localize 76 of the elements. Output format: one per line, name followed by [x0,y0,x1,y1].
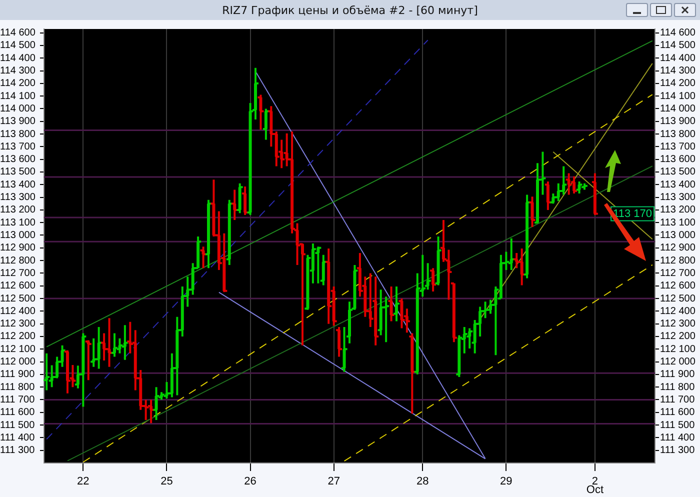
y-tick-label: 113 400 [0,179,36,190]
y-tick-label: 113 500 [0,166,36,178]
x-tick-label: 25 [160,476,173,488]
y2-tick-label: 113 700 [660,141,696,152]
y-tick-label: 111 700 [0,394,36,406]
y2-tick-label: 111 900 [660,369,696,380]
y-tick-label: 113 900 [0,116,36,128]
y2-tick-label: 112 600 [660,280,696,292]
y-tick-label: 112 600 [0,280,36,292]
y2-tick-label: 112 000 [660,356,696,368]
y-tick-label: 112 000 [0,356,36,368]
y-tick-label: 112 300 [0,318,36,330]
text: Oct [586,484,604,496]
y-tick-label: 113 000 [0,230,36,241]
y2-tick-label: 114 400 [660,52,696,64]
y-tick-label: 114 600 [0,28,36,39]
y-tick-label: 113 200 [0,204,36,216]
y-tick-label: 111 400 [0,432,36,444]
y-tick-label: 114 300 [0,66,36,77]
y2-tick-label: 113 800 [660,128,696,140]
y-tick-label: 111 500 [0,420,36,431]
y-tick-label: 113 800 [0,128,36,140]
x-tick-label: 26 [244,476,256,488]
y2-tick-label: 114 500 [660,40,696,52]
y-tick-label: 114 200 [0,78,36,90]
y-tick-label: 113 700 [0,141,36,152]
x-tick-label: 29 [500,476,512,488]
y2-tick-label: 113 600 [660,154,696,166]
y-tick-label: 111 900 [0,369,36,380]
y-tick-label: 112 700 [0,268,36,279]
y2-tick-label: 113 400 [660,179,696,190]
y2-tick-label: 112 300 [660,318,696,330]
y2-tick-label: 112 700 [660,268,696,279]
y-tick-label: 113 100 [0,217,36,228]
y-tick-label: 114 000 [0,103,36,114]
x-tick-label: 27 [328,476,340,488]
y-tick-label: 112 400 [0,306,36,317]
y2-tick-label: 111 400 [660,432,696,444]
y2-tick-label: 111 500 [660,420,696,431]
y-tick-label: 112 200 [0,331,36,342]
y-tick-label: 112 100 [0,344,36,355]
y2-tick-label: 112 500 [660,293,696,304]
y2-tick-label: 114 300 [660,66,696,77]
y2-tick-label: 113 100 [660,217,696,228]
y2-tick-label: 111 600 [660,407,696,418]
y2-tick-label: 114 100 [660,90,696,102]
y-tick-label: 112 500 [0,293,36,304]
y-tick-label: 111 300 [0,445,36,456]
y2-tick-label: 112 900 [660,242,696,254]
x-tick-label: 22 [77,476,90,488]
y2-tick-label: 113 000 [660,230,696,241]
y2-tick-label: 111 300 [660,445,696,456]
y-tick-label: 114 500 [0,40,36,52]
y-tick-label: 113 600 [0,154,36,166]
y-tick-label: 111 800 [0,382,36,393]
y2-tick-label: 114 600 [660,28,696,39]
y2-tick-label: 113 300 [660,192,696,204]
y-tick-label: 113 300 [0,192,36,204]
y2-tick-label: 114 200 [660,78,696,90]
y-tick-label: 112 800 [0,255,36,266]
y-tick-label: 114 100 [0,90,36,102]
y2-tick-label: 111 800 [660,382,696,393]
y2-tick-label: 112 200 [660,331,696,342]
y2-tick-label: 112 400 [660,306,696,317]
y-tick-label: 112 900 [0,242,36,254]
y2-tick-label: 113 900 [660,116,696,128]
y2-tick-label: 113 500 [660,166,696,178]
y-tick-label: 111 600 [0,407,36,418]
x-tick-label: 28 [416,476,429,488]
y2-tick-label: 111 700 [660,394,696,406]
y2-tick-label: 114 000 [660,103,696,114]
y2-tick-label: 112 100 [660,344,696,355]
y2-tick-label: 112 800 [660,255,696,266]
y-tick-label: 114 400 [0,52,36,64]
chart-title: RIZ7 График цены и объёма #2 - [60 минут] [221,2,479,18]
y2-tick-label: 113 200 [660,204,696,216]
